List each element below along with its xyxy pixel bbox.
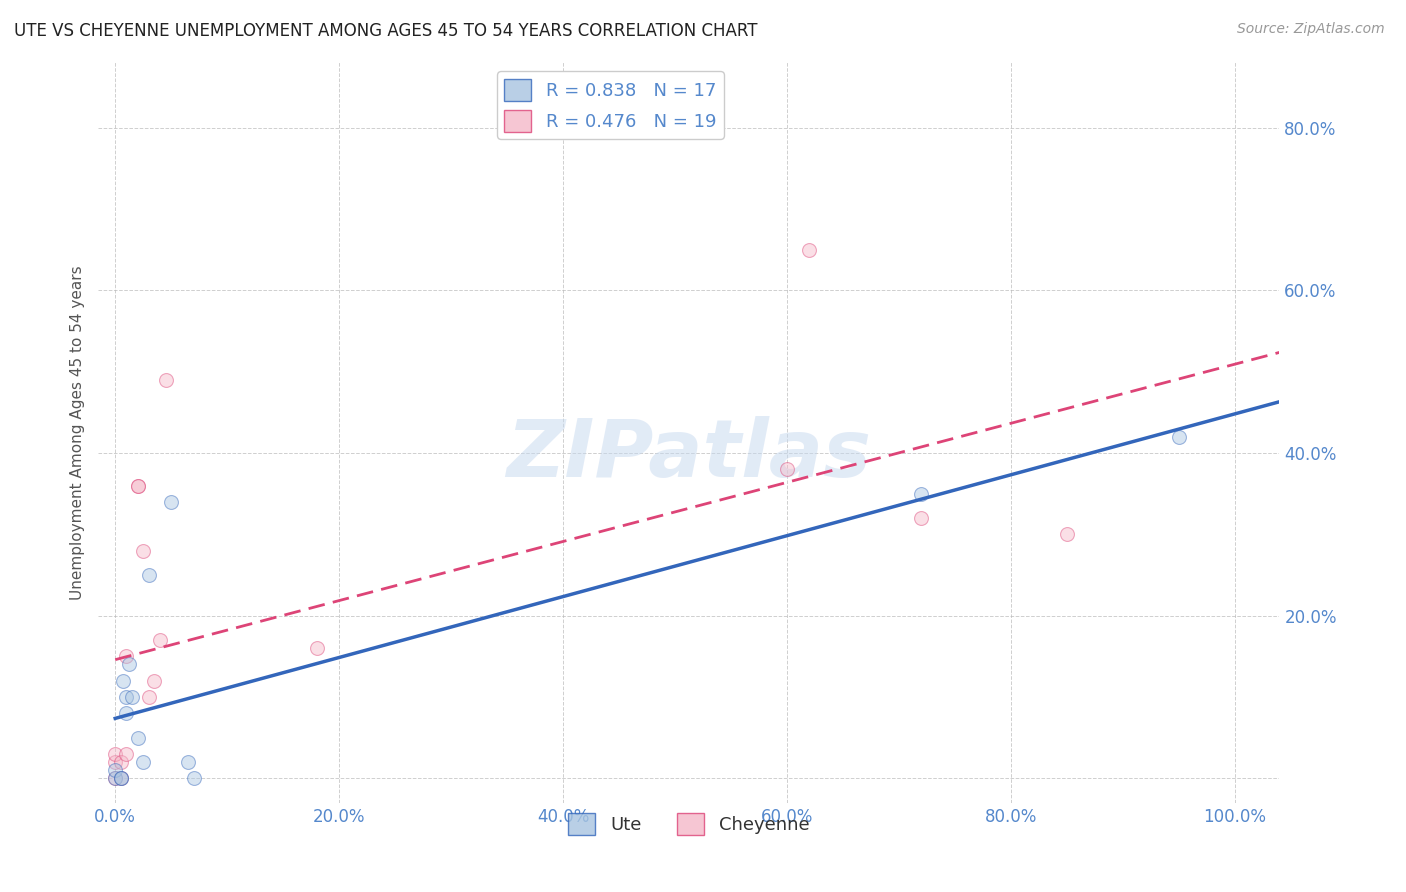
Point	[138, 690, 160, 704]
Point	[115, 649, 138, 664]
Point	[110, 755, 132, 769]
Point	[104, 772, 127, 786]
Point	[160, 495, 183, 509]
Point	[110, 772, 132, 786]
Point	[104, 747, 127, 761]
Y-axis label: Unemployment Among Ages 45 to 54 years: Unemployment Among Ages 45 to 54 years	[69, 265, 84, 600]
Point	[305, 641, 328, 656]
Point	[132, 755, 155, 769]
Text: ZIPatlas: ZIPatlas	[506, 416, 872, 494]
Point	[110, 772, 132, 786]
Point	[910, 486, 932, 500]
Text: Source: ZipAtlas.com: Source: ZipAtlas.com	[1237, 22, 1385, 37]
Point	[115, 747, 138, 761]
Point	[127, 478, 149, 492]
Point	[115, 706, 138, 721]
Point	[910, 511, 932, 525]
Point	[177, 755, 200, 769]
Point	[104, 764, 127, 778]
Point	[1056, 527, 1078, 541]
Point	[138, 568, 160, 582]
Point	[127, 478, 149, 492]
Point	[1167, 430, 1189, 444]
Point	[143, 673, 166, 688]
Point	[183, 772, 205, 786]
Text: UTE VS CHEYENNE UNEMPLOYMENT AMONG AGES 45 TO 54 YEARS CORRELATION CHART: UTE VS CHEYENNE UNEMPLOYMENT AMONG AGES …	[14, 22, 758, 40]
Point	[149, 633, 172, 648]
Legend: Ute, Cheyenne: Ute, Cheyenne	[561, 805, 817, 842]
Point	[117, 657, 139, 672]
Point	[155, 373, 177, 387]
Point	[127, 731, 149, 745]
Point	[115, 690, 138, 704]
Point	[799, 243, 821, 257]
Point	[104, 772, 127, 786]
Point	[121, 690, 143, 704]
Point	[112, 673, 135, 688]
Point	[132, 543, 155, 558]
Point	[776, 462, 799, 476]
Point	[104, 755, 127, 769]
Point	[110, 772, 132, 786]
